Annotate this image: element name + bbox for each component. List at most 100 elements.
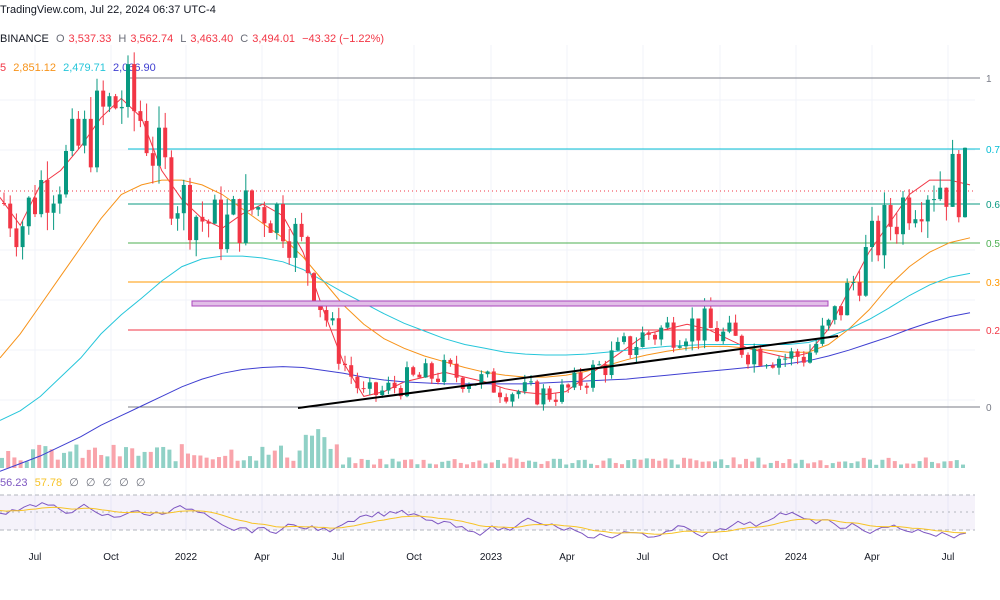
moving-average-line-2 <box>0 255 971 421</box>
rsi-empty-4: ∅ <box>119 477 129 489</box>
candle-body-14 <box>88 118 93 168</box>
volume-bar-12 <box>74 444 79 468</box>
ohlc-open-label: O <box>55 33 65 45</box>
volume-bar-63 <box>390 458 395 468</box>
candle-body-151 <box>938 187 943 200</box>
volume-bar-110 <box>682 457 686 468</box>
volume-bar-97 <box>601 460 606 468</box>
volume-bar-37 <box>229 449 234 468</box>
price-change: −43.32 (−1.22%) <box>302 33 385 45</box>
candle-body-11 <box>70 118 75 151</box>
volume-bar-47 <box>291 460 296 468</box>
volume-bar-122 <box>756 457 761 468</box>
candle-body-58 <box>361 388 366 390</box>
volume-bar-125 <box>775 460 779 468</box>
candle-body-139 <box>863 247 868 296</box>
volume-bar-121 <box>750 461 755 468</box>
rsi-line <box>0 502 967 539</box>
volume-bars <box>0 429 965 468</box>
volume-bar-116 <box>719 459 724 468</box>
fib-level-label-1: 0.7 <box>986 145 1000 156</box>
volume-bar-13 <box>80 457 85 468</box>
volume-bar-26 <box>161 446 166 468</box>
volume-bar-66 <box>409 459 414 468</box>
candle-body-91 <box>566 384 571 388</box>
ohlc-low-label: L <box>180 33 187 45</box>
volume-bar-0 <box>0 457 4 468</box>
candle-body-97 <box>603 364 608 376</box>
volume-bar-74 <box>458 462 463 468</box>
candle-body-106 <box>659 327 664 340</box>
volume-bar-42 <box>260 446 265 468</box>
candle-body-4 <box>26 197 31 227</box>
volume-bar-71 <box>440 461 445 468</box>
volume-bar-57 <box>353 463 358 468</box>
volume-bar-102 <box>632 459 637 468</box>
candle-body-49 <box>305 236 310 274</box>
volume-bar-106 <box>657 460 662 468</box>
volume-bar-124 <box>768 462 773 468</box>
candle-body-149 <box>925 199 930 222</box>
ohlc-close-label: C <box>240 33 249 45</box>
moving-average-line-1 <box>0 179 971 378</box>
volume-bar-34 <box>210 459 215 468</box>
x-tick-label-4: Jul <box>332 552 345 563</box>
grid-lines <box>0 45 975 540</box>
candle-body-29 <box>181 184 186 214</box>
volume-bar-119 <box>737 464 742 468</box>
candle-body-89 <box>553 399 558 402</box>
volume-bar-2 <box>12 457 17 468</box>
volume-bar-29 <box>179 444 184 468</box>
candle-body-142 <box>882 205 887 256</box>
volume-bar-126 <box>781 463 786 468</box>
candle-body-92 <box>572 372 577 388</box>
x-tick-label-8: Jul <box>637 552 650 563</box>
candle-body-35 <box>219 199 223 250</box>
candle-body-95 <box>591 364 595 388</box>
x-tick-label-10: 2024 <box>785 552 808 563</box>
volume-bar-33 <box>204 457 209 468</box>
candle-body-25 <box>157 127 161 166</box>
candle-body-51 <box>318 304 323 311</box>
x-tick-label-7: Apr <box>559 552 575 563</box>
candlesticks <box>2 52 967 411</box>
candle-body-137 <box>851 281 856 283</box>
candle-body-44 <box>274 204 279 233</box>
volume-bar-96 <box>595 465 600 468</box>
ohlc-high-value: 3,562.74 <box>130 33 174 45</box>
ma-value-2: 2,479.71 <box>63 62 106 74</box>
fib-level-label-0: 1 <box>986 74 992 85</box>
candle-body-125 <box>777 358 781 368</box>
volume-bar-23 <box>142 451 147 468</box>
volume-bar-36 <box>223 455 228 468</box>
candle-body-82 <box>510 394 515 402</box>
volume-bar-104 <box>644 458 649 468</box>
volume-bar-55 <box>341 464 345 468</box>
candle-body-41 <box>256 207 261 210</box>
volume-bar-153 <box>948 461 953 468</box>
volume-bar-108 <box>669 459 674 468</box>
volume-bar-86 <box>533 461 538 468</box>
volume-bar-107 <box>663 458 668 468</box>
rsi-panel <box>0 494 975 539</box>
volume-bar-53 <box>328 448 333 468</box>
rsi-empty-3: ∅ <box>102 477 113 489</box>
candle-body-15 <box>95 90 99 168</box>
volume-bar-118 <box>731 457 736 468</box>
candle-body-128 <box>795 351 800 357</box>
x-axis: Jul Oct 2022 Apr Jul Oct 2023 Apr Jul Oct 2024 Apr J… <box>29 552 955 563</box>
volume-bar-35 <box>217 457 221 468</box>
ohlc-low-value: 3,463.40 <box>190 33 234 45</box>
fib-level-label-4: 0.3 <box>986 278 1000 289</box>
volume-bar-52 <box>322 437 327 468</box>
volume-bar-9 <box>55 459 60 468</box>
candle-body-150 <box>932 199 936 201</box>
candle-body-20 <box>126 64 130 107</box>
x-tick-label-9: Oct <box>712 552 728 563</box>
candle-body-24 <box>150 153 155 166</box>
fib-level-label-5: 0.2 <box>986 326 1000 337</box>
volume-bar-127 <box>787 459 792 468</box>
volume-bar-135 <box>837 461 841 468</box>
